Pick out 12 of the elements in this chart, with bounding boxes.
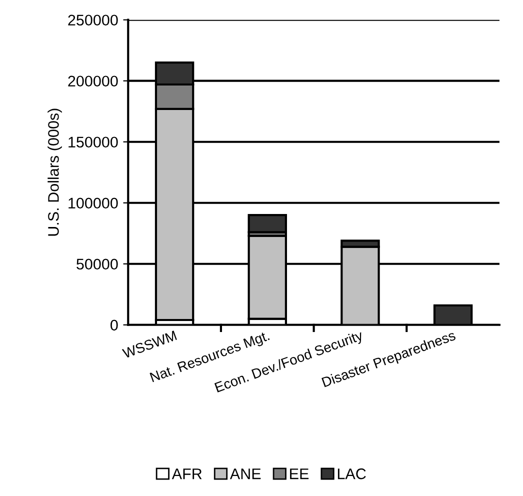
y-tick-label: 150000 [68, 136, 118, 148]
legend-label: ANE [230, 468, 261, 480]
bar [248, 214, 287, 234]
y-tick-label: 200000 [68, 76, 118, 87]
legend-label: AFR [172, 468, 202, 480]
y-axis-title: U.S. Dollars (000s) [48, 108, 62, 236]
legend-label: EE [290, 468, 309, 480]
y-tick-label: 100000 [68, 198, 118, 209]
y-tick-label: 50000 [76, 258, 118, 270]
y-tick-label: 250000 [68, 14, 118, 26]
y-tick-label: 0 [110, 320, 118, 331]
legend-label: LAC [338, 468, 366, 480]
